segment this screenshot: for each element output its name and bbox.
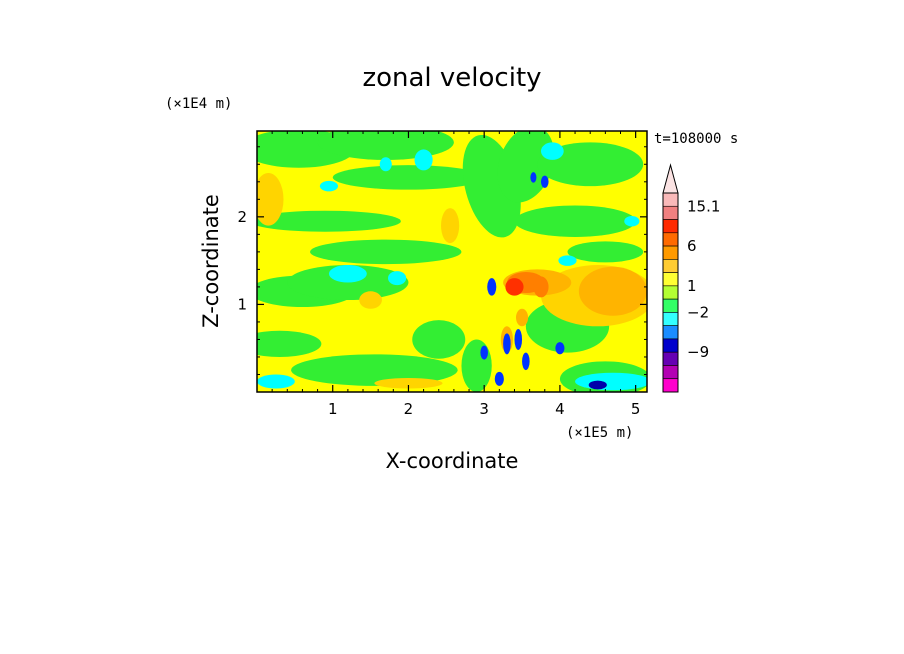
field-blob: [332, 165, 485, 190]
colorbar-segment: [662, 259, 679, 273]
field-blob: [558, 255, 577, 266]
y-axis-label: Z-coordinate: [199, 194, 223, 328]
field-blob: [505, 278, 524, 296]
field-blob: [257, 330, 322, 357]
field-blob: [497, 131, 555, 203]
field-blob: [514, 205, 636, 237]
colorbar-segment: [662, 219, 679, 234]
x-tick-label: 2: [404, 400, 414, 418]
colorbar-label: 6: [687, 237, 697, 255]
field-blob: [588, 380, 607, 390]
field-blob: [412, 320, 466, 359]
field-blob: [374, 377, 443, 389]
colorbar-segment: [662, 338, 679, 353]
colorbar-label: −2: [687, 303, 709, 321]
axis-ticks: 1 2 3 4 5 1 2: [237, 131, 647, 418]
time-label: t=108000 s: [654, 131, 738, 147]
field-blob: [522, 352, 530, 371]
field-blob: [441, 208, 460, 244]
field-blob: [414, 149, 433, 171]
colorbar-label: −9: [687, 343, 709, 361]
colorbar-label: 1: [687, 277, 697, 295]
x-tick-label: 4: [555, 400, 565, 418]
x-tick-label: 5: [631, 400, 641, 418]
colorbar-segment: [662, 365, 679, 380]
field-blob: [319, 180, 339, 192]
x-tick-label: 3: [479, 400, 489, 418]
y-unit-label: (×1E4 m): [165, 96, 232, 112]
colorbar-segment: [662, 205, 679, 220]
colorbar-segment: [662, 312, 679, 326]
field-blob: [379, 157, 392, 172]
field-blob: [487, 278, 497, 296]
field-blob: [257, 173, 284, 226]
colorbar-segment: [662, 325, 679, 340]
y-tick-label: 2: [237, 208, 247, 226]
field-blob: [461, 339, 492, 392]
field-blob: [575, 372, 647, 391]
colorbar-segment: [662, 351, 679, 366]
field-blob: [291, 354, 458, 386]
colorbar: 15.1 6 1 −2 −9: [662, 163, 720, 393]
field-blob: [494, 371, 504, 386]
colorbar-segment: [662, 285, 679, 300]
field-blob: [537, 142, 644, 187]
velocity-field: [257, 131, 647, 392]
field-blob: [624, 215, 640, 227]
colorbar-label: 15.1: [687, 197, 720, 215]
y-tick-label: 1: [237, 295, 247, 313]
field-blob: [555, 342, 565, 355]
field-blob: [359, 291, 382, 309]
field-blob: [567, 241, 644, 263]
colorbar-triangle: [662, 163, 679, 194]
field-blob: [578, 266, 647, 316]
field-blob: [514, 328, 523, 350]
colorbar-segment: [662, 298, 679, 313]
field-blob: [503, 333, 511, 355]
field-blob: [480, 345, 488, 360]
field-blob: [533, 276, 549, 298]
field-blob: [328, 265, 367, 283]
field-blob: [257, 374, 295, 389]
colorbar-segment: [662, 378, 679, 393]
field-blob: [388, 271, 407, 286]
field-blob: [287, 265, 409, 301]
chart-title: zonal velocity: [362, 63, 541, 93]
field-blob: [540, 142, 564, 160]
colorbar-segment: [662, 192, 679, 207]
plot-frame: [256, 130, 648, 393]
field-blob: [310, 239, 462, 265]
colorbar-segment: [662, 272, 679, 287]
field-blob: [540, 175, 549, 188]
x-unit-label: (×1E5 m): [566, 425, 633, 441]
field-blob: [317, 131, 454, 160]
colorbar-segment: [662, 245, 679, 260]
field-blob: [530, 172, 537, 183]
x-tick-label: 1: [328, 400, 338, 418]
field-blob: [515, 308, 529, 327]
colorbar-segment: [662, 232, 679, 247]
field-blob: [257, 210, 401, 232]
x-axis-label: X-coordinate: [386, 449, 519, 473]
colorbar-frame: [662, 192, 679, 393]
